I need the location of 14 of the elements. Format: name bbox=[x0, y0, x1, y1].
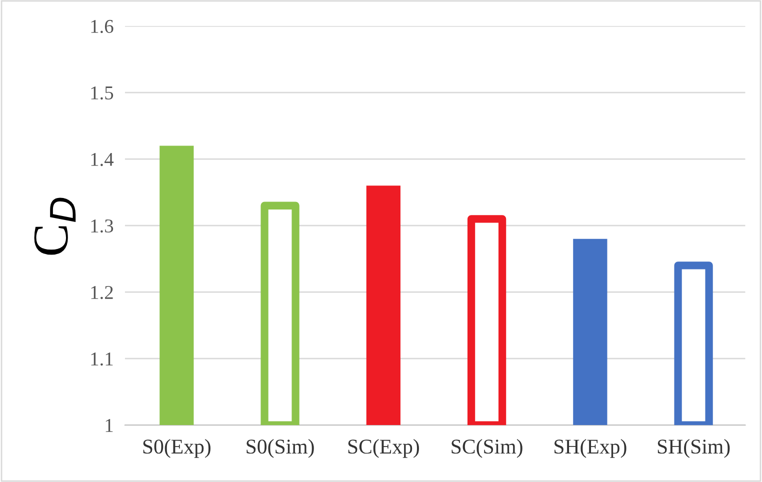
y-tick-label: 1.6 bbox=[91, 20, 114, 34]
x-tick-label: SC(Sim) bbox=[452, 439, 522, 458]
y-tick-label: 1.3 bbox=[91, 219, 114, 233]
x-tick-label: SH(Sim) bbox=[658, 439, 730, 458]
y-tick-label: 1.2 bbox=[91, 286, 113, 300]
x-tick-label: S0(Exp) bbox=[143, 439, 210, 458]
y-axis-title: C$_{D}$ bbox=[34, 198, 76, 255]
x-tick-label: SC(Exp) bbox=[348, 439, 419, 458]
x-tick-label: SH(Exp) bbox=[554, 439, 626, 458]
y-tick-label: 1.1 bbox=[91, 352, 113, 366]
y-tick-label: 1.4 bbox=[91, 152, 114, 166]
y-tick-label: 1 bbox=[106, 419, 113, 432]
x-tick-label: S0(Sim) bbox=[246, 439, 314, 458]
y-tick-label: 1.5 bbox=[91, 86, 114, 100]
